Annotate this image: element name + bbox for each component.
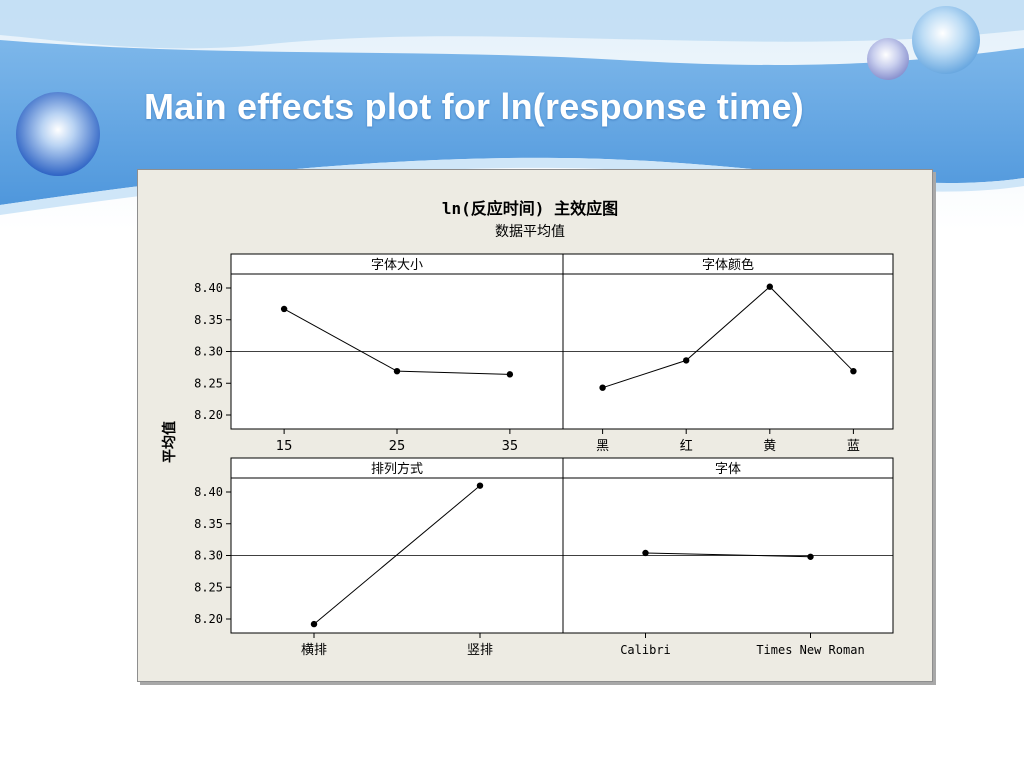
y-tick-label: 8.20 [194,612,223,626]
x-tick-label-times-new-roman: Times New Roman [756,643,864,657]
data-point-蓝 [850,367,857,375]
panel-title: 排列方式 [371,461,423,477]
decorative-orb-left [16,92,100,176]
x-tick-label-35: 35 [502,439,519,454]
data-point-竖排 [476,482,484,489]
panel-4: 字体 Calibri Times New Roman [562,457,894,657]
x-tick-label-蓝: 蓝 [847,439,860,454]
data-point-红 [683,357,690,364]
main-effects-chart: ln(反应时间) 主效应图 数据平均值 平均值 字体大小 8.40 8.35 8.30… [161,199,894,658]
panel-title: 字体 [715,462,741,477]
slide-title: Main effects plot for ln(response time) [144,86,804,127]
panel-1: 字体大小 8.40 8.35 8.30 8.25 8.20 15 25 35 [194,253,564,454]
main-effect-line [602,286,854,389]
data-point-黄 [766,283,773,290]
panel-title: 字体颜色 [702,257,754,273]
y-tick-label: 8.40 [194,281,223,295]
y-tick-label: 8.35 [194,517,223,531]
x-tick-label-竖排: 竖排 [467,643,493,658]
chart-subtitle: 数据平均值 [495,224,565,240]
y-tick-label: 8.25 [194,580,223,594]
x-tick-label-红: 红 [680,438,693,454]
data-point-黑 [599,384,606,391]
data-point-15 [280,305,288,313]
x-tick-label-黄: 黄 [763,439,776,454]
x-tick-label-15: 15 [276,439,293,454]
main-effect-line [645,552,811,558]
data-point-times-new-roman [807,553,814,560]
y-axis-label: 平均值 [161,421,178,463]
main-effect-line [313,485,481,625]
y-tick-label: 8.20 [194,408,223,422]
panel-3: 排列方式 8.40 8.35 8.30 8.25 8.20 横排 竖排 [194,457,564,658]
main-effects-figure: ln(反应时间) 主效应图 数据平均值 平均值 字体大小 8.40 8.35 8.30… [137,169,933,682]
x-tick-label-25: 25 [389,439,406,454]
x-tick-label-calibri: Calibri [620,643,671,657]
data-point-25 [393,367,401,375]
decorative-orb-right [912,6,980,74]
y-tick-label: 8.40 [194,485,223,499]
data-point-横排 [310,620,318,628]
y-tick-label: 8.30 [194,345,223,359]
y-tick-label: 8.35 [194,313,223,327]
x-tick-label-横排: 横排 [301,643,327,658]
panel-title: 字体大小 [371,258,423,273]
y-tick-label: 8.25 [194,376,223,390]
data-point-35 [506,371,514,378]
data-point-calibri [642,549,649,557]
x-tick-label-黑: 黑 [596,439,609,454]
decorative-orb-small [867,38,909,80]
chart-title: ln(反应时间) 主效应图 [442,199,618,218]
y-tick-label: 8.30 [194,549,223,563]
